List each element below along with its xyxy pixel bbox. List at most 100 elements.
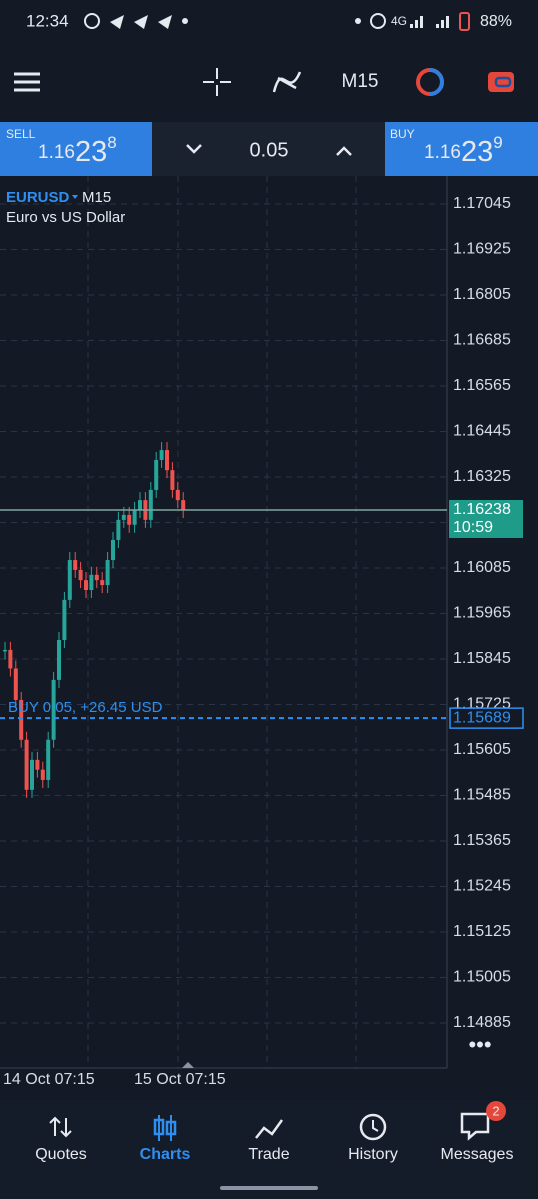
clock-button-part: [429, 68, 444, 96]
history-icon: [359, 1113, 387, 1141]
trade-button-part: [494, 76, 512, 88]
candle: [165, 450, 169, 471]
candle: [24, 739, 29, 790]
history-icon-part: [372, 1120, 379, 1132]
volume-up[interactable]: [336, 146, 352, 156]
price-tick: 1.14885: [453, 1014, 511, 1031]
nav-bar: [0, 1100, 538, 1199]
candle: [154, 459, 159, 490]
buy-price: 1.16239: [424, 133, 503, 167]
candle: [84, 580, 88, 590]
buy-sup: 9: [493, 133, 502, 152]
symbol[interactable]: EURUSD: [6, 189, 70, 206]
badge-count: 2: [492, 1103, 499, 1118]
candle: [111, 539, 115, 561]
price-tick: 1.15485: [453, 787, 511, 804]
badge: [486, 1101, 506, 1121]
status-icons: [110, 15, 172, 29]
symbol-dropdown[interactable]: [72, 195, 78, 199]
price-tick: 1.15965: [453, 605, 511, 622]
candle: [89, 574, 94, 590]
candle: [46, 739, 51, 780]
candle: [138, 500, 142, 510]
buy-big: 23: [461, 136, 493, 168]
sell-label: SELL: [6, 127, 36, 141]
price-tick: 1.15245: [453, 878, 511, 895]
price-tick: 1.15845: [453, 650, 511, 667]
candle: [62, 599, 67, 641]
candle: [57, 640, 61, 680]
price-tick: 1.16685: [453, 332, 511, 349]
candle: [100, 580, 105, 586]
battery-icon: [459, 12, 470, 31]
charts-icon-part: [153, 1118, 165, 1136]
scroll-marker: [182, 1062, 194, 1068]
candle: [78, 569, 83, 581]
candle: [181, 500, 186, 510]
candle: [13, 668, 18, 700]
candle: [30, 759, 34, 790]
candle: [127, 514, 132, 525]
menu-button[interactable]: [14, 72, 40, 92]
countdown: 10:59: [453, 519, 493, 536]
candle: [116, 519, 121, 540]
candle: [132, 509, 137, 525]
candle: [105, 560, 110, 586]
position-box: [449, 707, 524, 729]
status-icon: [84, 13, 100, 29]
price-tick: 1.15365: [453, 832, 511, 849]
buy-prefix: 1.16: [424, 142, 461, 163]
nav-item[interactable]: Trade: [248, 1146, 289, 1163]
battery: 88%: [480, 13, 512, 30]
buy-label: BUY: [390, 127, 415, 141]
candle: [3, 649, 7, 652]
indicators-button[interactable]: [272, 71, 302, 93]
position-price: 1.15689: [453, 709, 511, 726]
price-tick: 1.15605: [453, 741, 511, 758]
sell-button[interactable]: [0, 122, 152, 176]
candle: [170, 470, 175, 490]
buy-button[interactable]: [385, 122, 538, 176]
nav-item[interactable]: Quotes: [35, 1146, 87, 1163]
candle: [159, 450, 164, 460]
home-indicator: [220, 1186, 318, 1190]
timeframe-button[interactable]: M15: [342, 71, 379, 92]
crosshair-button[interactable]: [203, 68, 231, 96]
candle: [94, 574, 99, 581]
sell-price: 1.16238: [38, 133, 117, 167]
candle: [175, 489, 180, 501]
candle: [148, 489, 153, 520]
price-tick: 1.16565: [453, 377, 511, 394]
quotes-icon: [49, 1116, 72, 1138]
status-time: 12:34: [26, 11, 69, 30]
nav-item[interactable]: Charts: [140, 1146, 191, 1163]
volume[interactable]: 0.05: [250, 139, 289, 161]
price-tick: 1.16445: [453, 423, 511, 440]
sell-big: 23: [75, 136, 107, 168]
chart: [0, 176, 447, 1068]
sell-prefix: 1.16: [38, 142, 75, 163]
candle: [40, 769, 45, 780]
price-tick: 1.16925: [453, 241, 511, 258]
signal-icon: [410, 16, 449, 28]
nav-item[interactable]: Messages: [441, 1146, 514, 1163]
symbol-description: Euro vs US Dollar: [6, 209, 125, 226]
more-button[interactable]: •••: [468, 1032, 491, 1057]
bid-price: 1.16238: [453, 501, 511, 518]
price-tick: 1.17045: [453, 195, 511, 212]
candle: [51, 679, 56, 740]
price-tick: 1.16325: [453, 468, 511, 485]
trade-icon: [255, 1119, 284, 1139]
status-dot: [355, 18, 361, 24]
charts-icon-part: [165, 1120, 177, 1136]
price-tick: 1.16805: [453, 286, 511, 303]
bid-box: [449, 499, 523, 538]
candle: [8, 649, 13, 669]
nav-item[interactable]: History: [348, 1146, 398, 1163]
status-dot: [182, 18, 188, 24]
position-label: BUY 0.05, +26.45 USD: [8, 699, 163, 716]
volume-down[interactable]: [186, 144, 202, 154]
candle: [35, 759, 40, 770]
candle: [19, 699, 24, 740]
